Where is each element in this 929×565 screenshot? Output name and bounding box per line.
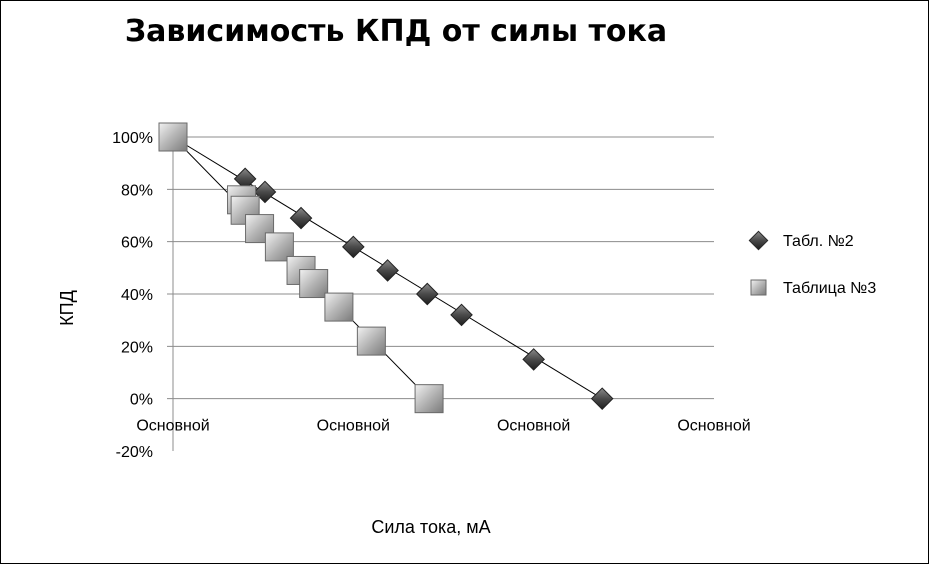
chart-title: Зависимость КПД от силы тока bbox=[125, 14, 667, 49]
x-tick-label: Основной bbox=[497, 418, 570, 435]
legend: Табл. №2 Таблица №3 bbox=[748, 230, 876, 297]
legend-item-series-2: Таблица №3 bbox=[750, 279, 876, 297]
point-diamond bbox=[233, 167, 257, 191]
y-tick-label: 0% bbox=[130, 392, 153, 409]
point-square bbox=[324, 292, 354, 322]
legend-marker-square-icon bbox=[750, 279, 767, 296]
x-tick-label: Основной bbox=[677, 418, 750, 435]
x-tick-label: Основной bbox=[136, 418, 209, 435]
point-diamond bbox=[522, 348, 545, 371]
point-diamond bbox=[289, 206, 313, 230]
legend-label-series-1: Табл. №2 bbox=[783, 233, 854, 250]
x-tick-label: Основной bbox=[317, 418, 390, 435]
point-diamond bbox=[342, 235, 365, 259]
y-tick-label: 100% bbox=[112, 130, 153, 147]
y-tick-label: -20% bbox=[116, 444, 153, 461]
y-tick-label: 60% bbox=[121, 235, 153, 252]
point-diamond bbox=[253, 180, 277, 204]
legend-label-series-2: Таблица №3 bbox=[783, 280, 876, 297]
legend-marker-diamond-icon bbox=[748, 230, 769, 251]
point-diamond bbox=[450, 303, 473, 327]
point-diamond bbox=[415, 282, 439, 306]
point-square bbox=[414, 384, 444, 414]
data-points bbox=[158, 122, 614, 414]
y-tick-label: 20% bbox=[121, 339, 153, 356]
y-tick-label: 80% bbox=[121, 182, 153, 199]
y-tick-labels: -20% 0% 20% 40% 60% 80% 100% bbox=[112, 130, 153, 461]
x-tick-labels: Основной Основной Основной Основной bbox=[136, 418, 750, 435]
point-square bbox=[356, 326, 386, 356]
point-square bbox=[299, 269, 329, 299]
point-diamond bbox=[376, 259, 399, 282]
point-square bbox=[158, 122, 188, 152]
x-axis-label: Сила тока, мА bbox=[371, 517, 490, 537]
y-axis-label: КПД bbox=[57, 290, 77, 326]
y-tick-label: 40% bbox=[121, 287, 153, 304]
legend-item-series-1: Табл. №2 bbox=[748, 230, 854, 251]
point-diamond bbox=[590, 387, 614, 410]
